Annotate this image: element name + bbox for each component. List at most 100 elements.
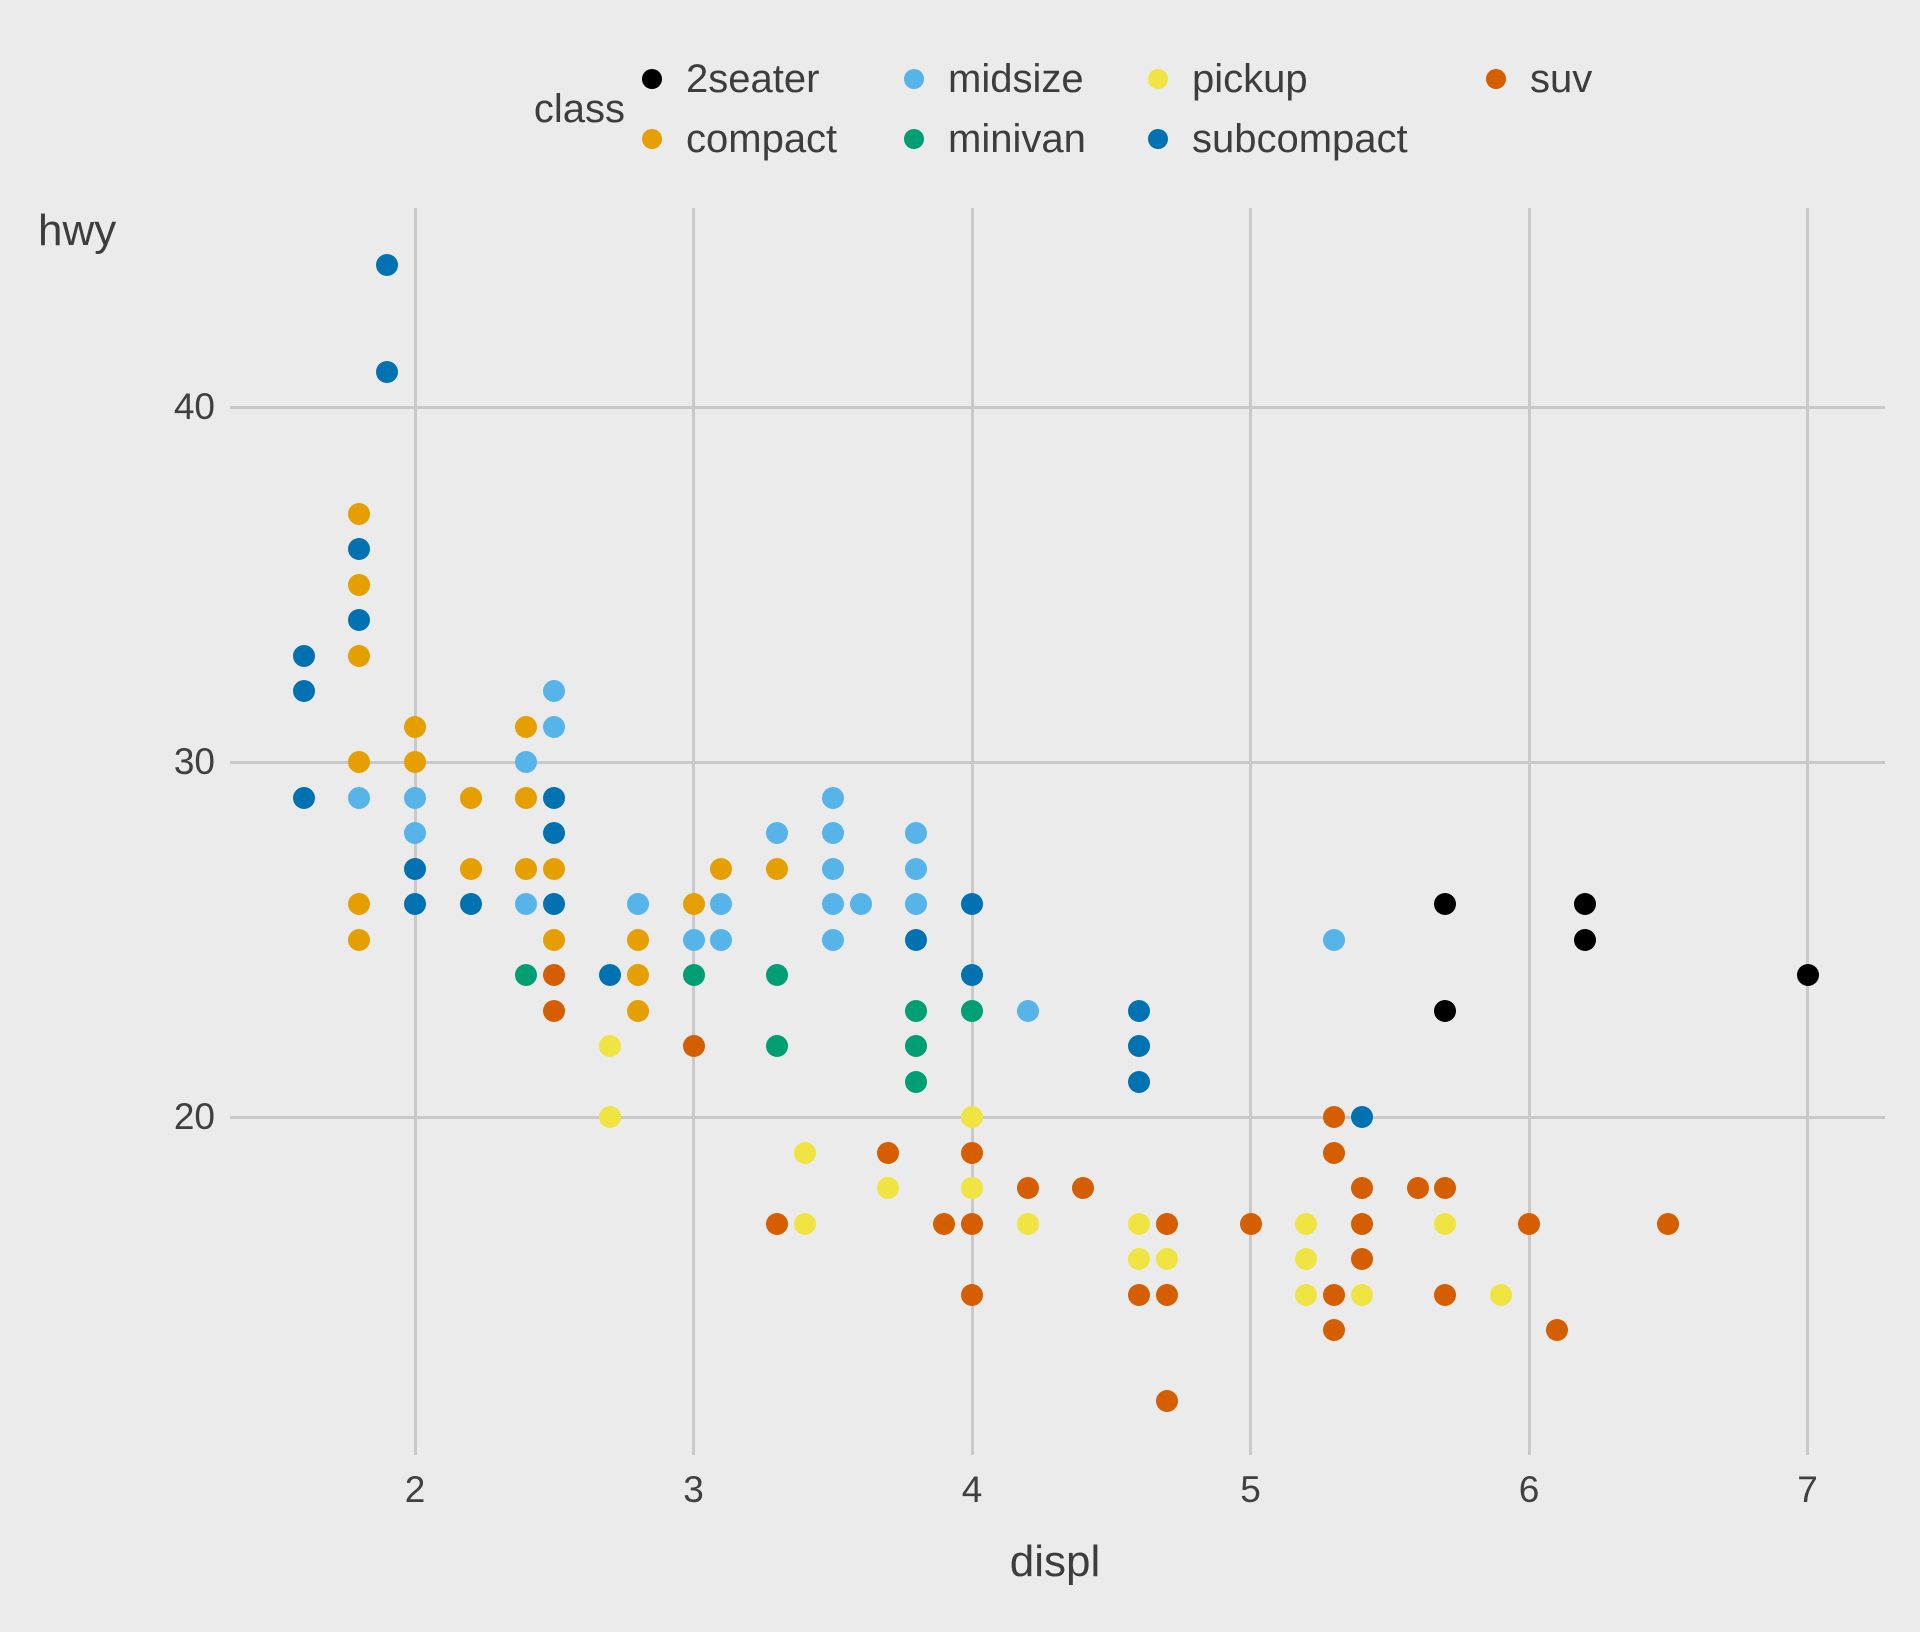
y-axis-title: hwy bbox=[38, 206, 117, 255]
point-subcompact bbox=[376, 360, 399, 383]
point-subcompact bbox=[459, 893, 482, 915]
point-midsize bbox=[849, 893, 872, 915]
point-minivan bbox=[961, 999, 983, 1022]
legend-label-pickup: pickup bbox=[1192, 57, 1308, 101]
point-compact bbox=[459, 786, 482, 809]
point-subcompact bbox=[1350, 1106, 1373, 1128]
point-midsize bbox=[905, 822, 928, 844]
point-suv bbox=[1155, 1212, 1178, 1235]
legend-label-compact: compact bbox=[686, 117, 838, 161]
point-minivan bbox=[905, 1070, 928, 1093]
point-subcompact bbox=[376, 254, 399, 276]
point-compact bbox=[459, 857, 482, 880]
point-midsize bbox=[821, 857, 844, 880]
point-compact bbox=[543, 857, 566, 880]
point-subcompact bbox=[543, 822, 566, 844]
point-pickup bbox=[598, 1035, 621, 1057]
point-suv bbox=[1518, 1212, 1540, 1235]
legend-swatch-suv bbox=[1486, 69, 1506, 89]
point-midsize bbox=[515, 893, 538, 915]
legend-label-suv: suv bbox=[1530, 57, 1593, 101]
gridline-y-30 bbox=[230, 760, 1885, 764]
point-pickup bbox=[1434, 1212, 1457, 1235]
point-suv bbox=[961, 1212, 983, 1235]
point-suv bbox=[1323, 1141, 1346, 1164]
point-suv bbox=[877, 1141, 900, 1164]
point-suv bbox=[543, 964, 566, 986]
point-suv bbox=[1323, 1319, 1346, 1341]
point-compact bbox=[348, 573, 371, 596]
point-midsize bbox=[348, 786, 371, 809]
point-midsize bbox=[821, 928, 844, 951]
legend-swatch-compact bbox=[642, 129, 662, 149]
point-minivan bbox=[905, 1035, 928, 1057]
gridline-x-4 bbox=[970, 208, 974, 1455]
point-suv bbox=[961, 1141, 983, 1164]
point-suv bbox=[1323, 1106, 1346, 1128]
point-pickup bbox=[793, 1212, 816, 1235]
point-compact bbox=[404, 715, 426, 738]
x-axis-title: displ bbox=[1009, 1537, 1101, 1586]
point-suv bbox=[1239, 1212, 1262, 1235]
point-subcompact bbox=[961, 893, 983, 915]
point-suv bbox=[543, 999, 566, 1022]
point-midsize bbox=[404, 786, 426, 809]
point-midsize bbox=[905, 893, 928, 915]
point-midsize bbox=[821, 786, 844, 809]
point-minivan bbox=[905, 999, 928, 1022]
point-subcompact bbox=[348, 609, 371, 631]
point-compact bbox=[348, 893, 371, 915]
point-subcompact bbox=[543, 786, 566, 809]
point-midsize bbox=[710, 928, 733, 951]
point-subcompact bbox=[1128, 1070, 1151, 1093]
point-2seater bbox=[1573, 893, 1596, 915]
legend-title: class bbox=[533, 87, 625, 131]
point-midsize bbox=[821, 893, 844, 915]
point-pickup bbox=[961, 1177, 983, 1199]
point-midsize bbox=[682, 928, 705, 951]
tick-label-x-5: 5 bbox=[1240, 1469, 1261, 1510]
legend-label-minivan: minivan bbox=[948, 117, 1086, 161]
point-subcompact bbox=[961, 964, 983, 986]
point-subcompact bbox=[292, 786, 315, 809]
gridline-x-5 bbox=[1249, 208, 1252, 1455]
tick-label-x-2: 2 bbox=[404, 1469, 426, 1510]
gridline-y-40 bbox=[230, 405, 1885, 409]
point-midsize bbox=[905, 857, 928, 880]
point-pickup bbox=[1128, 1212, 1151, 1235]
point-subcompact bbox=[292, 644, 315, 667]
point-minivan bbox=[682, 964, 705, 986]
point-subcompact bbox=[348, 538, 371, 560]
point-pickup bbox=[1128, 1248, 1151, 1270]
point-pickup bbox=[961, 1106, 983, 1128]
legend-label-subcompact: subcompact bbox=[1192, 117, 1408, 161]
point-subcompact bbox=[543, 893, 566, 915]
point-subcompact bbox=[1128, 1035, 1151, 1057]
tick-label-x-6: 6 bbox=[1518, 1469, 1540, 1510]
legend-swatch-minivan bbox=[904, 129, 924, 149]
tick-label-x-7: 7 bbox=[1797, 1469, 1818, 1510]
tick-label-x-4: 4 bbox=[961, 1469, 983, 1510]
point-subcompact bbox=[404, 893, 426, 915]
point-suv bbox=[1434, 1177, 1457, 1199]
point-suv bbox=[1128, 1283, 1151, 1306]
point-pickup bbox=[1490, 1283, 1513, 1306]
legend-swatch-2seater bbox=[642, 69, 662, 89]
point-suv bbox=[933, 1212, 956, 1235]
point-compact bbox=[766, 857, 789, 880]
point-compact bbox=[626, 964, 649, 986]
point-compact bbox=[348, 928, 371, 951]
point-suv bbox=[1434, 1283, 1457, 1306]
point-compact bbox=[348, 751, 371, 773]
point-pickup bbox=[598, 1106, 621, 1128]
point-midsize bbox=[1016, 999, 1039, 1022]
point-subcompact bbox=[292, 680, 315, 702]
point-pickup bbox=[1350, 1283, 1373, 1306]
legend-label-midsize: midsize bbox=[948, 57, 1084, 101]
point-subcompact bbox=[905, 928, 928, 951]
point-suv bbox=[961, 1283, 983, 1306]
point-pickup bbox=[1016, 1212, 1039, 1235]
point-pickup bbox=[1295, 1248, 1318, 1270]
point-subcompact bbox=[1128, 999, 1151, 1022]
